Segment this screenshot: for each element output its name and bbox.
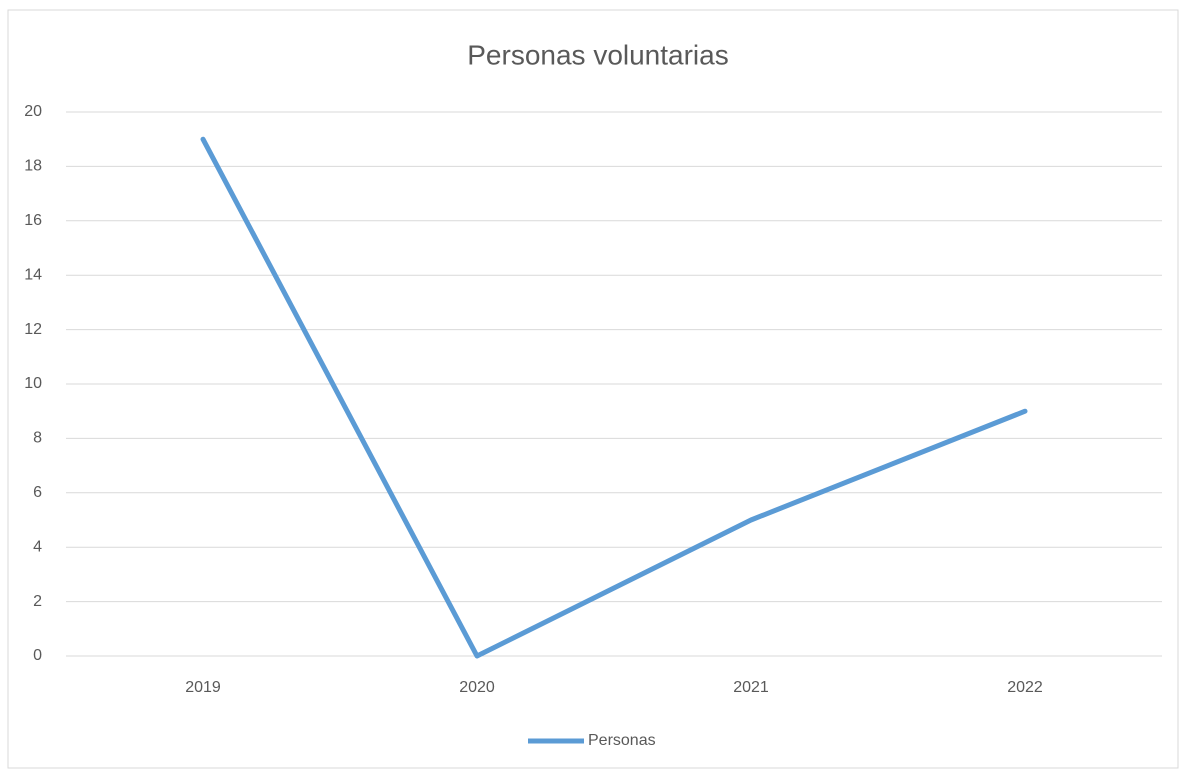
y-tick-label: 14 [24,266,42,283]
y-tick-label: 10 [24,375,42,392]
chart-frame [7,9,1179,769]
y-tick-label: 8 [33,430,42,447]
chart-title: Personas voluntarias [467,39,728,70]
y-tick-label: 12 [24,321,42,338]
y-tick-label: 4 [33,538,42,555]
y-tick-label: 2 [33,593,42,610]
y-tick-label: 20 [24,103,42,120]
x-tick-label: 2020 [459,679,495,696]
x-tick-label: 2021 [733,679,769,696]
y-tick-label: 0 [33,647,42,664]
legend-label: Personas [588,732,656,749]
y-tick-label: 6 [33,484,42,501]
y-tick-label: 16 [24,212,42,229]
line [200,136,1028,659]
x-tick-label: 2022 [1007,679,1043,696]
y-tick-label: 18 [24,158,42,175]
x-tick-label: 2019 [185,679,221,696]
